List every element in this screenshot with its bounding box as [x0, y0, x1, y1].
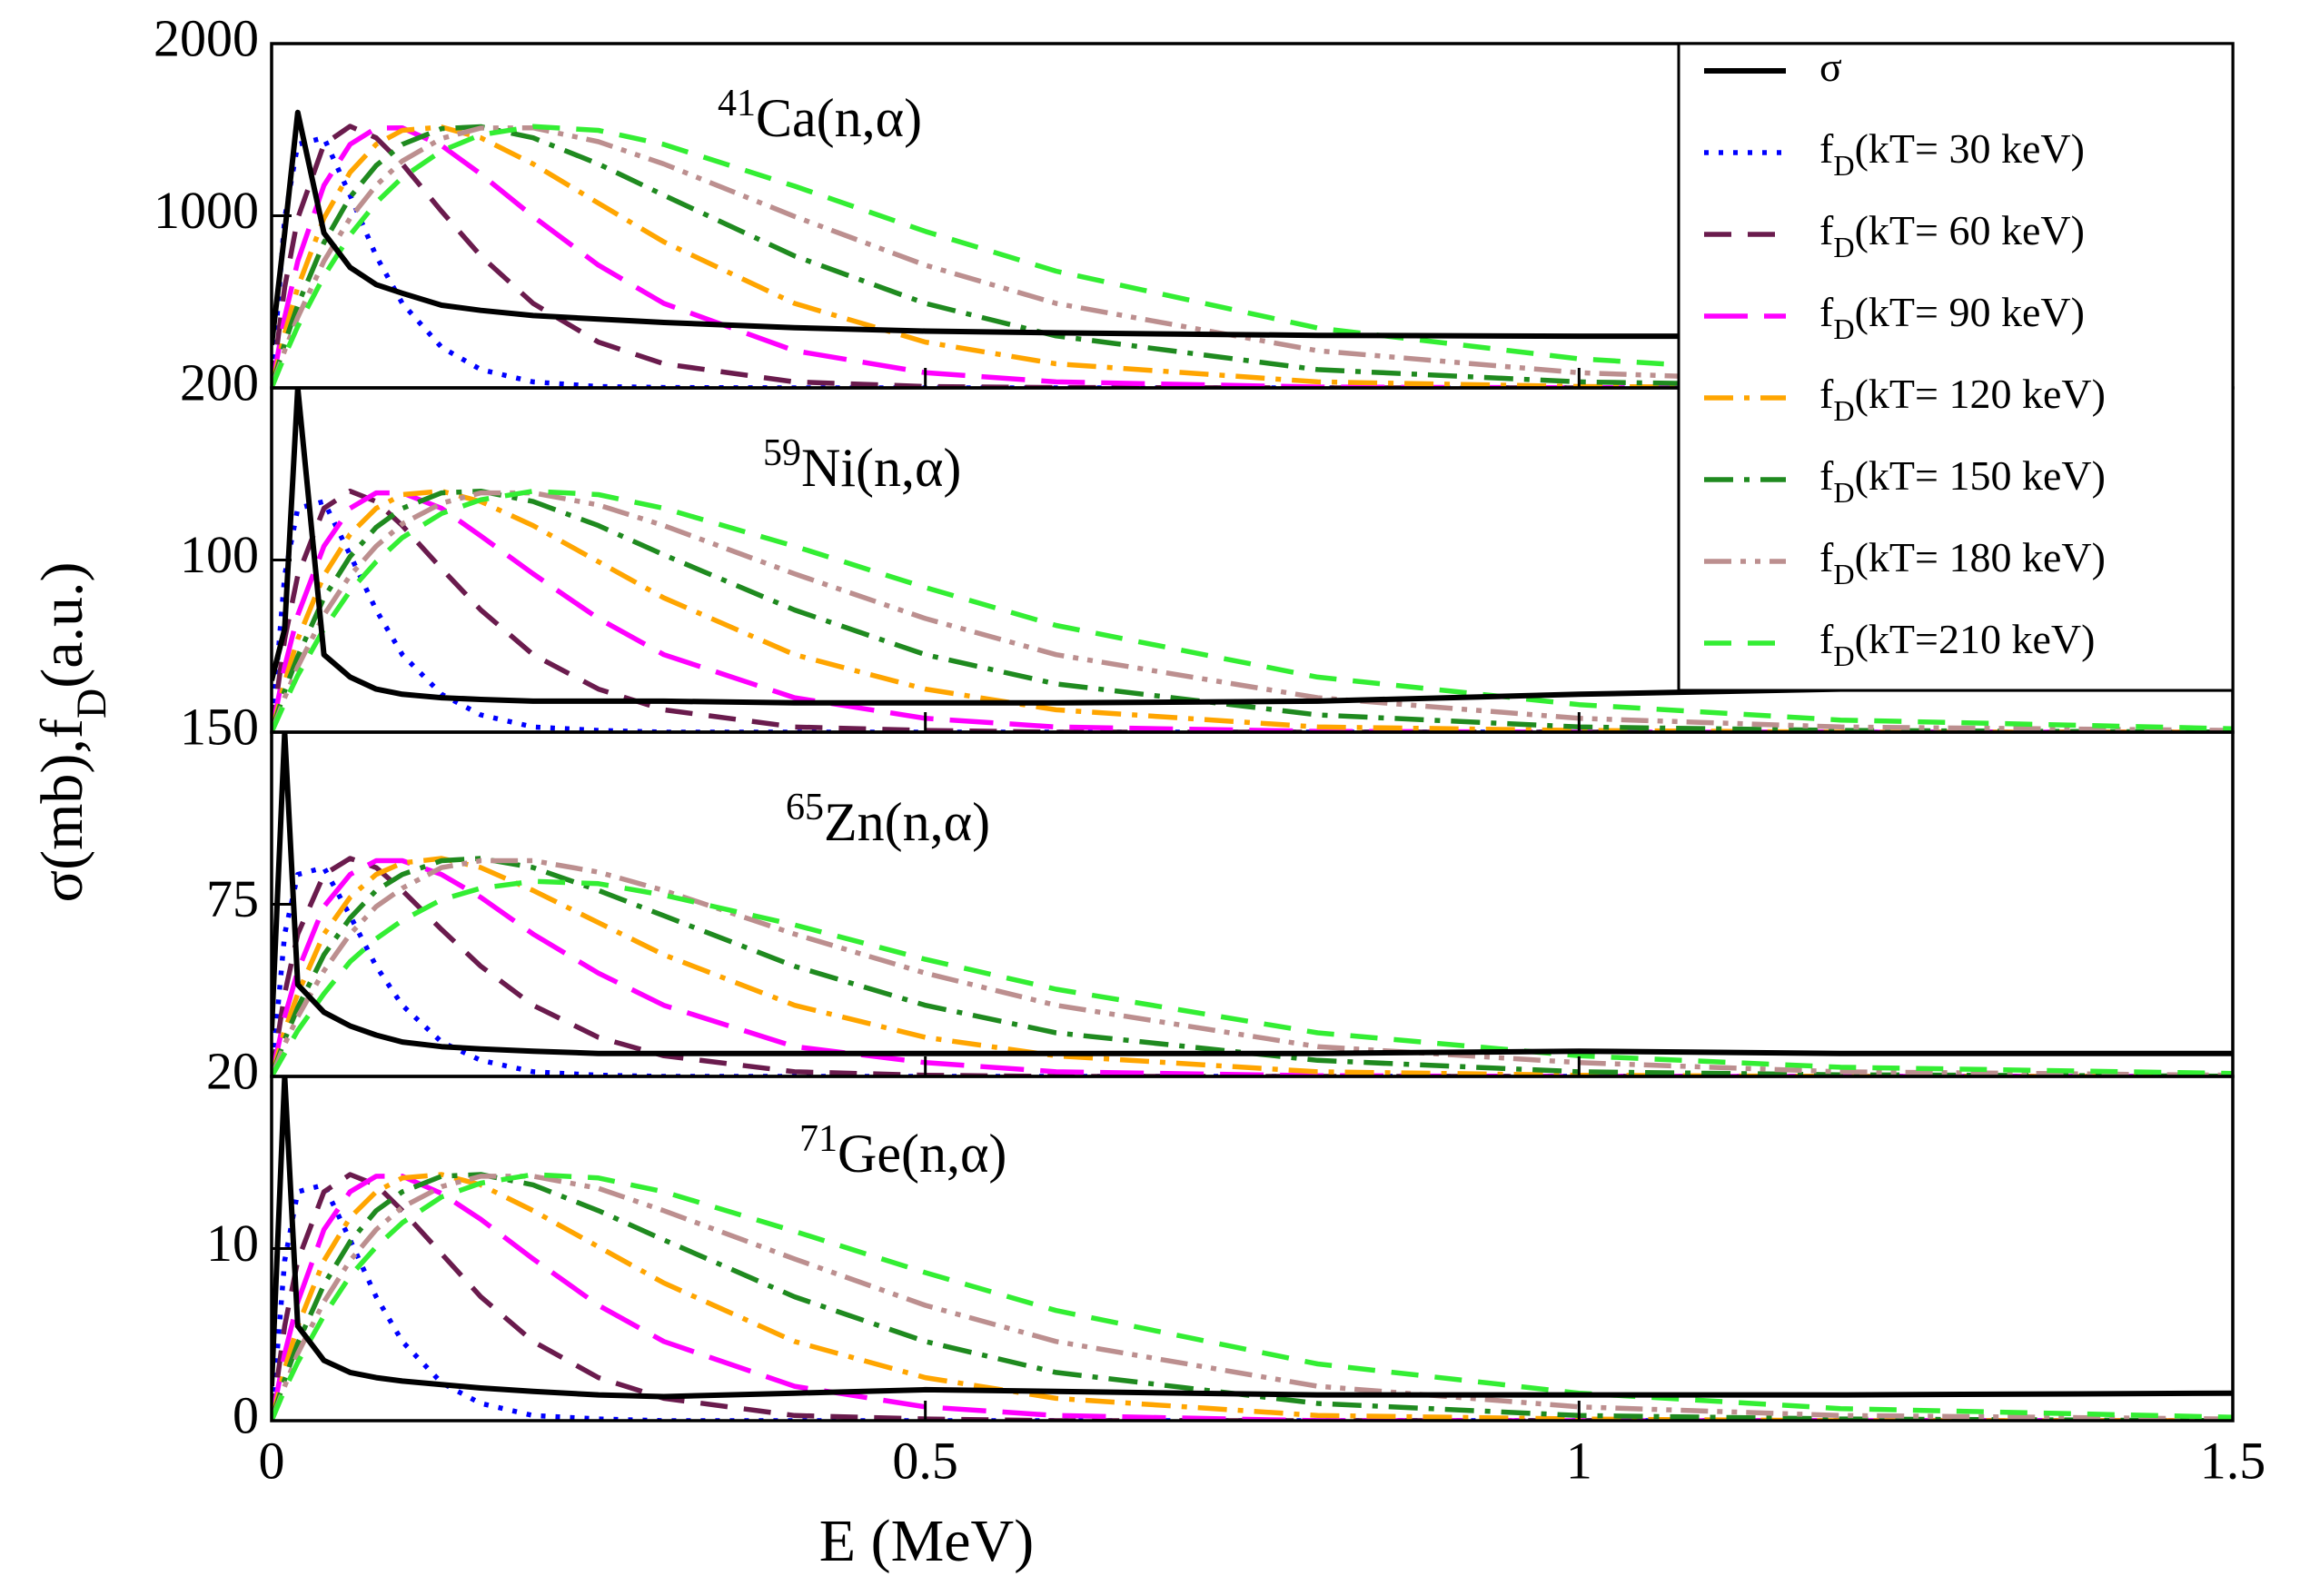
legend-label: fD(kT= 60 keV) [1819, 207, 2085, 264]
series-line [272, 124, 2233, 388]
legend-box [1677, 42, 2235, 692]
x-tick-label: 0 [259, 1431, 285, 1490]
legend-label: fD(kT= 150 keV) [1819, 452, 2106, 510]
legend-label: fD(kT= 90 keV) [1819, 289, 2085, 346]
x-axis-label: E (MeV) [819, 1508, 1034, 1574]
series-line [272, 124, 2233, 388]
series-line [272, 878, 2233, 1076]
series-line [272, 488, 2233, 732]
legend-label: fD(kT= 30 keV) [1819, 125, 2085, 183]
y-tick-label: 0 [233, 1385, 259, 1444]
series-line [272, 124, 2233, 388]
panel-title: 71Ge(n,α) [799, 1118, 1006, 1184]
legend-label: fD(kT= 120 keV) [1819, 371, 2106, 428]
panel-title: 65Zn(n,α) [786, 787, 990, 852]
y-tick-label: 20 [206, 1041, 259, 1100]
series-line [272, 109, 2233, 345]
series-line [272, 1076, 2233, 1400]
series-line [272, 490, 2233, 732]
x-tick-label: 0.5 [892, 1431, 958, 1490]
legend-label: σ [1819, 44, 1842, 90]
y-tick-label: 100 [180, 525, 259, 584]
series-line [272, 865, 2233, 1076]
series-line [272, 1182, 2233, 1421]
panel [272, 1076, 2233, 1421]
series-line [272, 1172, 2233, 1421]
series-line [272, 388, 2233, 706]
series-line [272, 857, 2233, 1076]
y-tick-label: 75 [206, 869, 259, 928]
series-line [272, 488, 2233, 732]
series-line [272, 1174, 2233, 1421]
panel-frame [270, 1075, 2235, 1423]
series-line [272, 856, 2233, 1076]
x-tick-label: 1.5 [2200, 1431, 2266, 1490]
panel-title: 59Ni(n,α) [763, 432, 961, 498]
series-line [272, 1174, 2233, 1421]
series-line [272, 134, 2233, 388]
y-tick-label: 2000 [154, 8, 259, 67]
series-line [272, 488, 2233, 732]
series-line [272, 124, 2233, 388]
x-tick-label: 1 [1566, 1431, 1592, 1490]
y-tick-label: 200 [180, 352, 259, 411]
series-line [272, 732, 2233, 1056]
series-line [272, 1172, 2233, 1421]
panel-title: 41Ca(n,α) [718, 83, 922, 148]
series-line [272, 1172, 2233, 1421]
legend-label: fD(kT=210 keV) [1819, 616, 2095, 673]
series-line [272, 857, 2233, 1076]
series-line [272, 488, 2233, 732]
panel [272, 732, 2233, 1076]
series-line [272, 856, 2233, 1076]
panel-frame [270, 730, 2235, 1078]
y-tick-label: 10 [206, 1214, 259, 1273]
series-line [272, 1172, 2233, 1421]
y-axis-label: σ(mb),fD(a.u.) [29, 562, 114, 903]
legend-label: fD(kT= 180 keV) [1819, 534, 2106, 591]
series-line [272, 856, 2233, 1076]
y-tick-label: 1000 [154, 181, 259, 240]
y-tick-label: 150 [180, 697, 259, 756]
